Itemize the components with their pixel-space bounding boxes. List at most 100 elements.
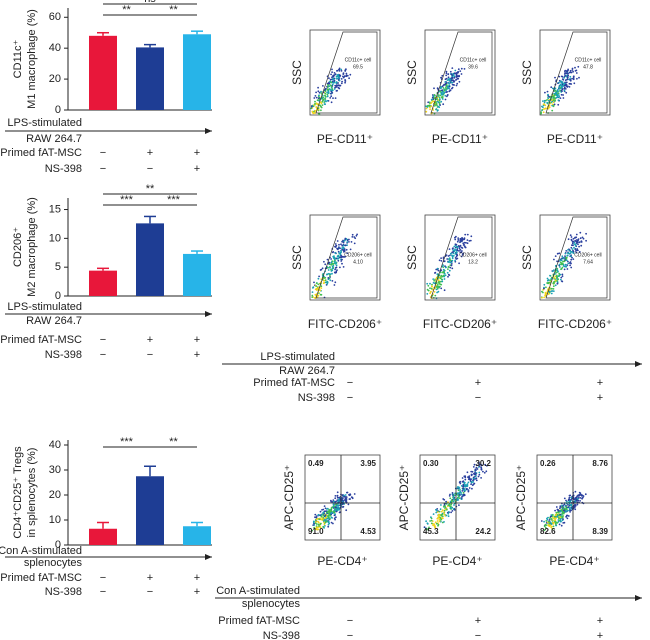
condition-label: NS-398 — [298, 392, 335, 404]
dot — [340, 70, 343, 72]
quadrant-value: 8.39 — [592, 527, 608, 536]
dot — [344, 494, 347, 496]
dot — [313, 524, 316, 526]
dot — [317, 523, 320, 526]
dot — [470, 483, 472, 486]
x-axis-label: PE-CD4⁺ — [432, 554, 482, 568]
dot — [441, 513, 444, 516]
dot — [342, 241, 345, 244]
dot — [346, 239, 349, 242]
dot — [330, 507, 333, 509]
dot — [445, 77, 448, 80]
dot — [455, 252, 457, 254]
dot — [315, 96, 318, 99]
dot — [336, 75, 338, 78]
dot — [457, 68, 460, 71]
dot — [322, 520, 325, 522]
dot — [320, 285, 323, 288]
dot — [336, 269, 338, 271]
dot — [548, 521, 550, 523]
dot — [557, 517, 560, 519]
dot — [461, 490, 464, 492]
dot — [315, 521, 317, 523]
significance-label: *** — [120, 436, 134, 448]
gate-value: 47.8 — [583, 64, 593, 70]
dot — [445, 72, 448, 75]
dot — [332, 503, 335, 506]
dot — [334, 86, 336, 89]
dot — [549, 281, 551, 284]
dot — [343, 239, 346, 242]
dot — [543, 99, 546, 102]
dot — [434, 294, 437, 297]
dot — [571, 69, 574, 71]
dot — [551, 100, 554, 103]
y-axis-label: CD11c⁺ — [12, 40, 24, 79]
dot — [450, 79, 453, 82]
dot — [445, 86, 447, 89]
dot — [559, 90, 561, 92]
dot — [552, 95, 555, 98]
dot — [427, 289, 430, 292]
dot — [452, 252, 455, 255]
dot — [344, 81, 346, 84]
dot — [321, 267, 324, 270]
dot — [566, 514, 569, 517]
dot — [437, 101, 440, 104]
dot — [568, 494, 571, 497]
dot — [333, 517, 336, 520]
dot — [546, 277, 549, 280]
dot — [443, 289, 446, 292]
dot — [443, 513, 446, 516]
dot — [572, 244, 574, 247]
dot — [550, 518, 553, 520]
dot — [324, 525, 326, 527]
dot — [559, 506, 562, 508]
dot — [443, 521, 445, 523]
dot — [451, 510, 454, 512]
dot — [429, 290, 432, 293]
dot — [560, 520, 562, 523]
dot — [554, 522, 557, 525]
dot — [337, 247, 340, 250]
dot — [462, 485, 465, 488]
dot — [329, 514, 332, 517]
condition-sign: + — [475, 377, 481, 389]
gate — [545, 31, 608, 114]
dot — [554, 99, 557, 102]
dot — [315, 288, 318, 291]
dot — [436, 508, 439, 510]
dot — [442, 498, 445, 500]
dot — [439, 90, 442, 93]
dot — [334, 260, 336, 263]
dot — [462, 487, 464, 490]
dot — [475, 479, 478, 482]
dot — [467, 481, 470, 484]
dot — [458, 74, 460, 77]
dot — [557, 278, 559, 281]
gate-value: 69.5 — [353, 64, 363, 70]
dot — [323, 505, 326, 507]
dot — [443, 91, 446, 94]
dot — [475, 466, 478, 469]
dot — [454, 248, 456, 251]
dot — [346, 252, 349, 255]
dot — [334, 497, 337, 500]
quadrant-value: 45.3 — [423, 527, 439, 536]
dot — [435, 522, 438, 525]
dot — [584, 493, 587, 496]
dot — [327, 277, 330, 279]
dot — [547, 95, 550, 97]
dot — [441, 515, 444, 518]
dot — [318, 94, 320, 97]
dot — [327, 514, 330, 517]
dot — [315, 523, 318, 525]
dot — [555, 524, 557, 527]
dot — [356, 233, 358, 236]
dot — [430, 102, 432, 105]
dot — [548, 522, 551, 525]
dot — [338, 87, 341, 90]
dot — [454, 69, 457, 72]
gate-value: 7.64 — [583, 259, 593, 265]
dot — [426, 522, 429, 525]
